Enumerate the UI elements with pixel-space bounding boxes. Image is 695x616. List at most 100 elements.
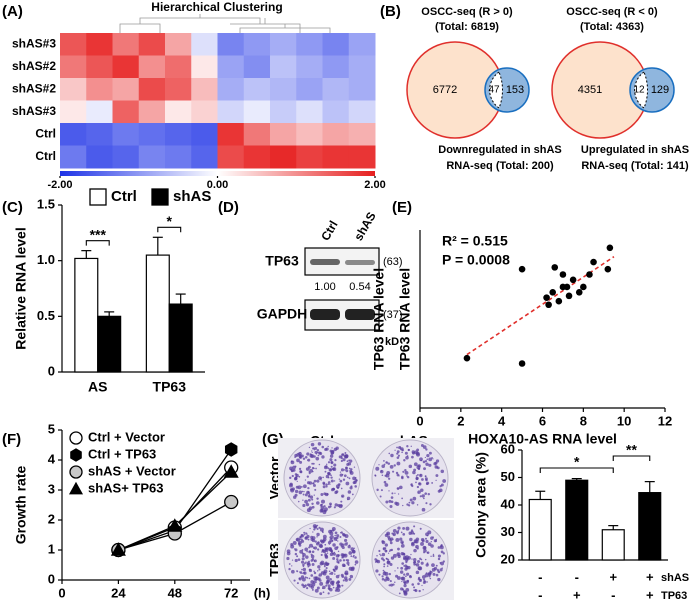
heatmap-cell: [243, 100, 271, 124]
colony: [324, 550, 327, 552]
band-name: GAPDH: [257, 306, 308, 322]
heatmap-cell: [60, 100, 87, 124]
panel-label: (F): [2, 431, 21, 448]
y-tick-label: 1.0: [37, 252, 55, 267]
colony: [308, 481, 313, 485]
y-tick-label: 0.5: [37, 308, 55, 323]
colony: [307, 538, 310, 541]
heatmap-cell: [217, 100, 245, 124]
colony: [426, 562, 429, 565]
colony: [306, 587, 309, 590]
colony: [297, 485, 302, 490]
colony: [322, 510, 327, 515]
band-size: (37): [383, 309, 403, 321]
colony: [418, 589, 421, 593]
colony: [343, 474, 347, 478]
colony: [351, 493, 354, 496]
significance-bracket: [539, 467, 614, 473]
heatmap-cell: [348, 55, 376, 79]
colony: [348, 477, 351, 480]
colony: [299, 535, 302, 539]
colony: [313, 570, 315, 573]
colony: [413, 586, 416, 589]
heatmap-cell: [60, 78, 87, 101]
colony: [424, 573, 429, 578]
x-tick-label: 10: [617, 413, 631, 428]
colony: [296, 570, 299, 573]
colony: [432, 458, 434, 460]
x-tick-label: 4: [498, 413, 506, 428]
colony: [318, 451, 322, 455]
colony: [428, 457, 433, 462]
colony: [306, 475, 309, 478]
colony: [437, 570, 441, 574]
colony: [319, 504, 323, 507]
colony: [319, 561, 324, 566]
heatmap-cell: [296, 100, 323, 124]
colony: [314, 588, 319, 593]
colony: [305, 555, 309, 559]
colony: [320, 477, 322, 480]
heatmap-cell: [86, 55, 113, 79]
colony: [298, 475, 301, 478]
colony: [392, 583, 395, 586]
colony: [336, 558, 339, 561]
band-name: TP63: [265, 253, 299, 269]
colony: [411, 455, 414, 459]
heatmap-cell: [322, 145, 350, 169]
colony: [304, 479, 307, 481]
colony: [321, 499, 325, 504]
colony: [303, 490, 305, 493]
colony: [308, 568, 313, 573]
significance-label: ***: [90, 226, 107, 242]
colony: [420, 488, 424, 492]
colony: [316, 524, 319, 527]
colony: [329, 454, 334, 458]
colony: [334, 589, 338, 592]
colony: [331, 582, 335, 586]
x-tick-label: 12: [658, 413, 672, 428]
colony: [395, 502, 400, 506]
panel-label: (A): [2, 3, 23, 20]
colony: [315, 576, 319, 581]
heatmap-cell: [191, 78, 218, 101]
heatmap-title: Hierarchical Clustering: [151, 0, 282, 14]
point: [518, 265, 526, 273]
colony: [330, 479, 334, 483]
colony: [395, 471, 399, 475]
colony: [310, 442, 315, 447]
heatmap-cell: [86, 145, 113, 169]
colony: [291, 565, 293, 567]
colony: [426, 458, 429, 461]
bar: [168, 303, 193, 373]
y-axis-label: TP63 RNA level: [371, 268, 387, 370]
point: [606, 244, 614, 252]
colony: [306, 550, 308, 553]
colony: [329, 578, 332, 581]
colony: [290, 543, 294, 546]
colony: [420, 537, 425, 542]
colony: [288, 567, 291, 571]
colony: [435, 573, 439, 577]
colony: [406, 445, 409, 448]
colony: [419, 473, 423, 478]
colony: [329, 548, 333, 552]
colony: [326, 463, 328, 465]
colony: [435, 474, 439, 478]
colony: [437, 557, 441, 561]
colony: [346, 559, 350, 562]
colony: [411, 558, 413, 560]
colony: [397, 454, 401, 457]
colony: [406, 503, 409, 506]
colony: [422, 581, 426, 585]
colony: [343, 553, 348, 558]
colony: [411, 583, 415, 586]
colony: [320, 506, 325, 510]
colony: [316, 501, 320, 505]
colony: [437, 546, 441, 549]
colony: [416, 465, 421, 470]
annotation: R² = 0.515: [442, 233, 508, 249]
colony: [425, 462, 429, 466]
colony: [313, 455, 316, 458]
legend-swatch: [151, 188, 169, 206]
